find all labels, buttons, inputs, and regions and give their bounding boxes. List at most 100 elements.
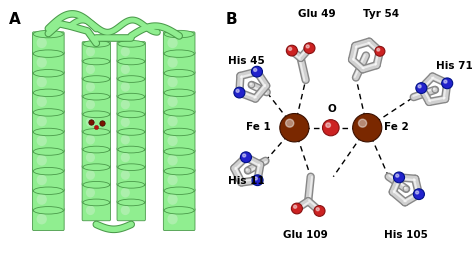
Circle shape xyxy=(243,154,246,157)
Circle shape xyxy=(314,206,325,216)
Ellipse shape xyxy=(164,90,194,97)
Circle shape xyxy=(236,90,239,93)
Ellipse shape xyxy=(118,94,145,101)
Circle shape xyxy=(396,174,399,178)
Ellipse shape xyxy=(121,118,130,128)
Circle shape xyxy=(444,81,447,84)
FancyBboxPatch shape xyxy=(33,169,64,192)
Ellipse shape xyxy=(118,76,145,83)
Ellipse shape xyxy=(86,100,95,110)
Ellipse shape xyxy=(175,56,191,70)
Ellipse shape xyxy=(128,169,142,182)
Ellipse shape xyxy=(33,148,64,156)
Ellipse shape xyxy=(175,173,191,187)
Ellipse shape xyxy=(167,194,178,205)
Ellipse shape xyxy=(92,151,107,164)
Ellipse shape xyxy=(83,94,109,101)
Text: His 71: His 71 xyxy=(436,60,473,70)
Ellipse shape xyxy=(33,187,64,195)
Circle shape xyxy=(433,89,435,90)
Ellipse shape xyxy=(36,97,47,107)
Ellipse shape xyxy=(175,76,191,90)
FancyBboxPatch shape xyxy=(164,169,195,192)
Text: His 45: His 45 xyxy=(228,56,264,66)
Circle shape xyxy=(432,87,438,93)
Text: His 105: His 105 xyxy=(383,229,428,239)
Ellipse shape xyxy=(86,170,95,180)
Point xyxy=(87,120,95,124)
FancyBboxPatch shape xyxy=(33,72,64,94)
FancyBboxPatch shape xyxy=(164,91,195,114)
Ellipse shape xyxy=(128,99,142,112)
Ellipse shape xyxy=(164,187,194,195)
Circle shape xyxy=(251,67,263,78)
Circle shape xyxy=(240,152,252,163)
Circle shape xyxy=(306,46,309,49)
Ellipse shape xyxy=(44,173,60,187)
Ellipse shape xyxy=(36,77,47,88)
FancyBboxPatch shape xyxy=(117,165,146,186)
Ellipse shape xyxy=(121,135,130,145)
Ellipse shape xyxy=(44,212,60,226)
Ellipse shape xyxy=(167,136,178,147)
FancyBboxPatch shape xyxy=(33,150,64,172)
Ellipse shape xyxy=(164,70,194,78)
Text: A: A xyxy=(9,12,21,27)
Circle shape xyxy=(442,79,453,89)
Ellipse shape xyxy=(44,76,60,90)
Ellipse shape xyxy=(33,90,64,97)
Ellipse shape xyxy=(175,134,191,148)
Ellipse shape xyxy=(44,115,60,129)
Ellipse shape xyxy=(164,207,194,214)
Circle shape xyxy=(286,46,297,57)
Ellipse shape xyxy=(121,83,130,92)
FancyBboxPatch shape xyxy=(82,78,110,98)
Ellipse shape xyxy=(121,170,130,180)
Circle shape xyxy=(322,120,339,136)
Ellipse shape xyxy=(167,77,178,88)
Ellipse shape xyxy=(83,164,109,171)
Ellipse shape xyxy=(128,151,142,164)
Ellipse shape xyxy=(128,134,142,147)
Ellipse shape xyxy=(83,59,109,66)
Text: Fe 1: Fe 1 xyxy=(246,122,271,132)
Ellipse shape xyxy=(118,59,145,66)
Ellipse shape xyxy=(118,41,145,48)
FancyBboxPatch shape xyxy=(33,189,64,211)
Ellipse shape xyxy=(44,154,60,168)
Ellipse shape xyxy=(36,58,47,69)
Ellipse shape xyxy=(167,38,178,49)
Ellipse shape xyxy=(44,95,60,109)
Circle shape xyxy=(246,169,248,171)
Ellipse shape xyxy=(36,155,47,166)
FancyBboxPatch shape xyxy=(164,189,195,211)
Ellipse shape xyxy=(118,129,145,136)
Ellipse shape xyxy=(167,155,178,166)
Ellipse shape xyxy=(118,182,145,188)
Circle shape xyxy=(404,187,406,189)
Ellipse shape xyxy=(118,164,145,171)
FancyBboxPatch shape xyxy=(164,208,195,231)
Ellipse shape xyxy=(92,81,107,94)
FancyBboxPatch shape xyxy=(164,33,195,55)
Ellipse shape xyxy=(121,47,130,57)
Ellipse shape xyxy=(92,46,107,59)
FancyBboxPatch shape xyxy=(117,130,146,151)
Ellipse shape xyxy=(175,115,191,129)
Circle shape xyxy=(353,114,382,142)
Ellipse shape xyxy=(175,154,191,168)
Ellipse shape xyxy=(175,95,191,109)
Ellipse shape xyxy=(44,134,60,148)
Ellipse shape xyxy=(92,134,107,147)
Ellipse shape xyxy=(86,65,95,75)
Ellipse shape xyxy=(36,38,47,49)
Ellipse shape xyxy=(44,37,60,51)
Ellipse shape xyxy=(167,175,178,185)
Ellipse shape xyxy=(36,175,47,185)
Circle shape xyxy=(377,49,380,52)
Circle shape xyxy=(250,84,252,85)
Circle shape xyxy=(316,208,319,211)
Ellipse shape xyxy=(128,81,142,94)
FancyBboxPatch shape xyxy=(82,60,110,81)
Circle shape xyxy=(416,191,419,194)
